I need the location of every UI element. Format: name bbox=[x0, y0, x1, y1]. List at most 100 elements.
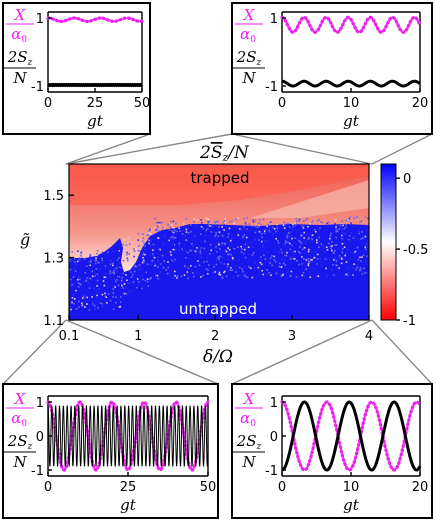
noise-speck bbox=[80, 252, 82, 254]
noise-speck bbox=[77, 250, 79, 252]
noise-speck bbox=[235, 218, 237, 221]
noise-speck bbox=[220, 261, 222, 263]
x-tick-label: 50 bbox=[134, 96, 151, 111]
noise-speck bbox=[146, 280, 149, 283]
noise-speck bbox=[147, 239, 150, 241]
noise-speck bbox=[89, 256, 91, 258]
noise-speck bbox=[280, 248, 282, 251]
noise-speck bbox=[215, 221, 218, 223]
noise-speck bbox=[229, 269, 232, 272]
x-tick-label: 20 bbox=[412, 96, 429, 111]
noise-speck bbox=[76, 263, 78, 266]
noise-speck bbox=[207, 223, 210, 225]
noise-speck bbox=[335, 244, 338, 246]
noise-speck bbox=[156, 225, 159, 227]
noise-speck bbox=[296, 220, 298, 223]
y-tick-label: 1 bbox=[270, 12, 278, 27]
noise-speck bbox=[248, 223, 251, 225]
noise-speck bbox=[325, 246, 328, 249]
noise-speck bbox=[349, 216, 351, 218]
x-tick-label: 10 bbox=[343, 96, 360, 111]
noise-speck bbox=[331, 249, 333, 252]
noise-speck bbox=[359, 269, 361, 272]
noise-speck bbox=[261, 269, 263, 272]
noise-speck bbox=[119, 261, 121, 264]
noise-speck bbox=[297, 250, 300, 253]
noise-speck bbox=[243, 248, 246, 251]
noise-speck bbox=[217, 220, 219, 223]
noise-speck bbox=[228, 221, 231, 223]
noise-speck bbox=[356, 246, 359, 249]
noise-speck bbox=[208, 225, 211, 227]
noise-speck bbox=[81, 304, 84, 307]
noise-speck bbox=[144, 245, 146, 247]
noise-speck bbox=[299, 240, 301, 243]
noise-speck bbox=[217, 235, 220, 238]
noise-speck bbox=[207, 218, 210, 221]
heatmap-y-tick-label: 1.1 bbox=[43, 314, 64, 329]
noise-speck bbox=[223, 243, 226, 245]
noise-speck bbox=[252, 246, 255, 249]
noise-speck bbox=[248, 253, 251, 256]
svg-text:X: X bbox=[14, 390, 27, 408]
noise-speck bbox=[196, 218, 198, 221]
noise-speck bbox=[271, 255, 273, 257]
noise-speck bbox=[218, 273, 220, 275]
noise-speck bbox=[112, 250, 114, 252]
noise-speck bbox=[71, 260, 74, 262]
noise-speck bbox=[217, 242, 220, 245]
noise-speck bbox=[118, 306, 121, 308]
noise-speck bbox=[69, 268, 72, 271]
noise-speck bbox=[153, 256, 156, 259]
series-x-over-alpha0 bbox=[46, 16, 144, 23]
noise-speck bbox=[170, 220, 172, 223]
noise-speck bbox=[153, 259, 155, 262]
noise-speck bbox=[174, 237, 177, 239]
noise-speck bbox=[185, 256, 187, 259]
noise-speck bbox=[158, 248, 161, 250]
noise-speck bbox=[285, 223, 288, 226]
noise-speck bbox=[268, 272, 270, 274]
noise-speck bbox=[350, 232, 353, 234]
noise-speck bbox=[172, 248, 175, 251]
svg-text:2Sz: 2Sz bbox=[236, 48, 262, 68]
noise-speck bbox=[73, 303, 75, 305]
noise-speck bbox=[242, 228, 244, 231]
noise-speck bbox=[307, 262, 310, 265]
noise-speck bbox=[364, 246, 367, 248]
noise-speck bbox=[304, 242, 307, 244]
noise-speck bbox=[152, 243, 155, 246]
noise-speck bbox=[284, 254, 286, 257]
noise-speck bbox=[77, 282, 80, 284]
noise-speck bbox=[232, 276, 235, 279]
noise-speck bbox=[94, 308, 96, 310]
noise-speck bbox=[157, 277, 159, 280]
noise-speck bbox=[150, 244, 153, 247]
noise-speck bbox=[327, 221, 330, 224]
noise-speck bbox=[341, 237, 343, 240]
noise-speck bbox=[305, 219, 307, 221]
noise-speck bbox=[140, 274, 143, 277]
noise-speck bbox=[298, 218, 301, 221]
noise-speck bbox=[314, 229, 316, 231]
noise-speck bbox=[254, 231, 257, 234]
noise-speck bbox=[193, 218, 195, 220]
noise-speck bbox=[123, 283, 126, 285]
noise-speck bbox=[228, 227, 231, 230]
noise-speck bbox=[119, 266, 121, 269]
noise-speck bbox=[125, 293, 128, 295]
noise-speck bbox=[142, 253, 144, 256]
noise-speck bbox=[213, 271, 216, 274]
noise-speck bbox=[271, 264, 273, 267]
noise-speck bbox=[204, 234, 207, 237]
noise-speck bbox=[242, 236, 244, 238]
noise-speck bbox=[97, 288, 100, 290]
noise-speck bbox=[180, 275, 183, 278]
noise-speck bbox=[116, 259, 119, 261]
noise-speck bbox=[95, 259, 98, 262]
noise-speck bbox=[116, 279, 118, 281]
noise-speck bbox=[144, 253, 146, 256]
noise-speck bbox=[190, 231, 193, 233]
noise-speck bbox=[96, 252, 98, 255]
noise-speck bbox=[306, 217, 309, 220]
